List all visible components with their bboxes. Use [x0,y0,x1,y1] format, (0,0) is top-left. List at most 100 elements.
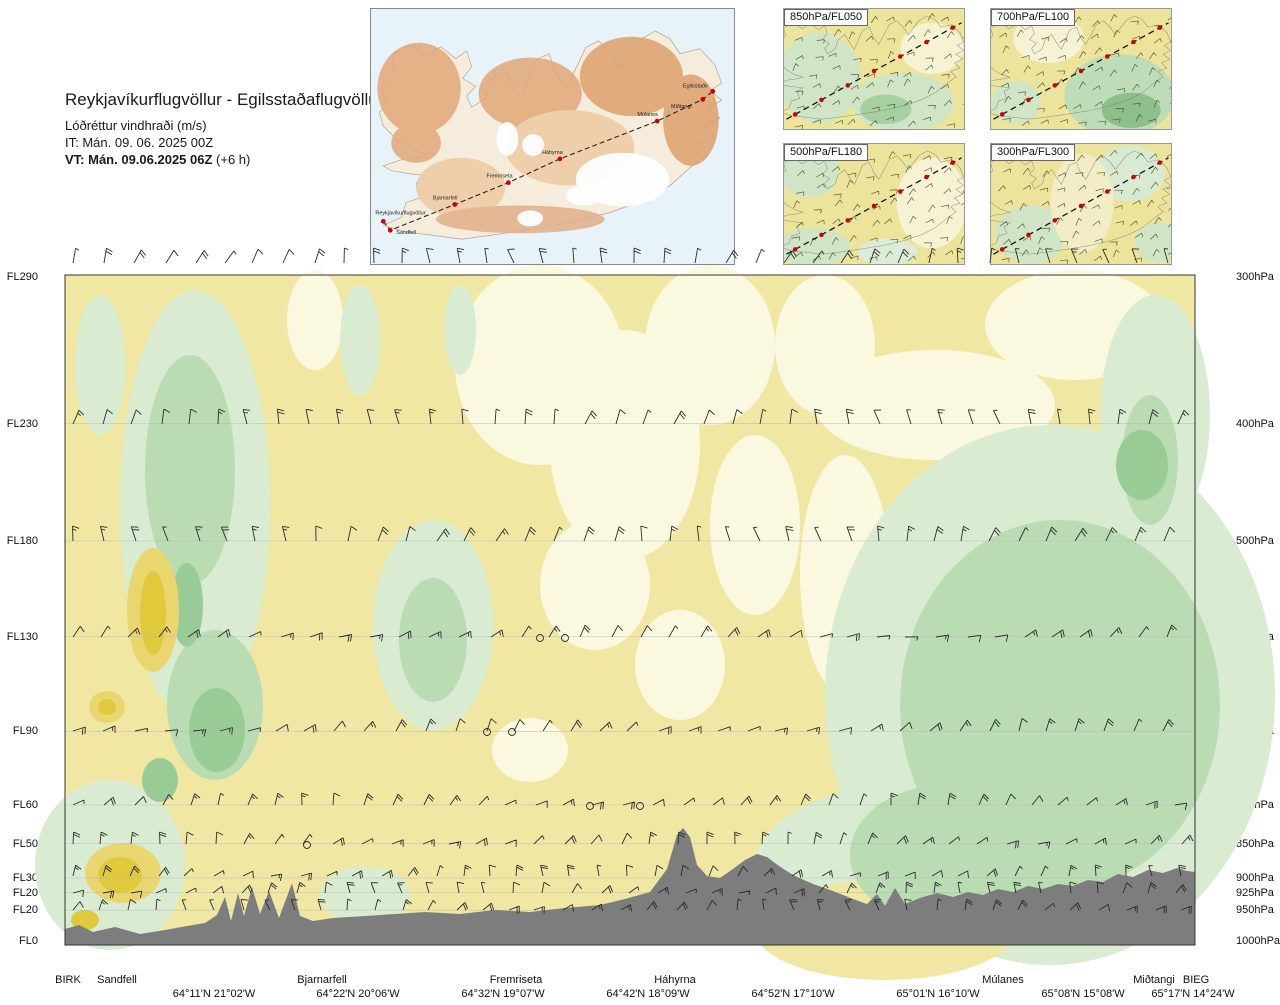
flight-level-label: FL130 [6,630,38,643]
panel-route-dot [950,160,956,165]
calm-wind-symbol [636,802,644,810]
panel-level-label: 300hPa/FL300 [991,144,1076,161]
panel-route-dot [1052,83,1057,88]
waypoint-dot [505,180,511,186]
panel-route-dot [792,247,798,252]
route-overview-map: Reykjavíkurflugvöllur Sandfell Bjarnarfell… [370,8,735,265]
pressure-level-panels: 850hPa/FL050 700hPa/FL100 500hPa/FL180 300h… [783,8,1172,265]
panel-coastline [784,15,964,120]
waypoint-dot [710,88,716,94]
flight-level-label: FL20 [12,904,38,917]
title-block: Reykjavíkurflugvöllur - Egilsstaðaflugvö… [65,90,395,168]
flight-level-label: FL50 [12,837,38,850]
pressure-level-label: 925hPa [1236,886,1274,899]
panel-coastline [991,150,1171,255]
panel-route-dot [819,97,824,103]
panel-route-dot [999,247,1005,252]
panel-route-dot [950,25,956,30]
parameter-subtitle: Lóðréttur vindhraði (m/s) [65,118,207,133]
waypoint-label: Sandfell [396,230,416,236]
coordinate-label: 64°42'N 18°09'W [606,988,690,1000]
coordinate-label: 64°22'N 20°06'W [316,988,400,1000]
bottom-axis: BIRK Sandfell Bjarnarfell Fremriseta Háhyrna… [0,972,1280,1005]
coordinate-label: 65°17'N 14°24'W [1151,988,1235,1000]
pressure-level-label: 950hPa [1236,904,1274,917]
panel-850hPa-FL050: 850hPa/FL050 [783,8,965,130]
wind-barbs [72,247,1194,915]
left-axis: FL290 FL230 FL180 FL130 FL90 FL60 FL50 FL30 FL20… [0,271,42,947]
panel-route-dot [1157,160,1163,165]
station-label: Fremriseta [489,974,543,986]
panel-level-label: 850hPa/FL050 [784,9,869,26]
pressure-level-label: 300hPa [1236,271,1274,284]
panel-route-dot [1078,68,1084,74]
pressure-level-label: 1000hPa [1236,934,1280,947]
panel-route-dot [1157,25,1163,30]
waypoint-label: Bjarnarfell [433,196,457,202]
panel-level-label: 700hPa/FL100 [991,9,1076,26]
coordinate-label: 65°01'N 16°10'W [896,988,980,1000]
calm-wind-symbol [586,802,594,810]
waypoint-label: Múlanes [637,112,658,118]
pressure-level-label: 900hPa [1236,872,1274,884]
valid-time-bold: VT: Mán. 09.06.2025 06Z [65,152,213,167]
pressure-level-label: 850hPa [1236,837,1274,850]
flight-level-label: FL90 [12,725,38,738]
panel-route-dot [1078,203,1084,209]
panel-route-dot [792,112,798,117]
calm-wind-symbol [508,728,516,736]
panel-500hPa-FL180: 500hPa/FL180 [783,143,965,265]
station-label: Sandfell [97,974,137,986]
panel-route-dot [1052,218,1057,223]
waypoint-dot [380,218,386,224]
terrain-profile [65,828,1195,945]
flight-level-label: FL30 [12,872,38,884]
calm-wind-symbol [483,728,491,736]
waypoint-dot [654,118,660,124]
panel-route-dot [924,39,929,45]
glaciers [496,122,670,227]
panel-route-dot [845,83,850,88]
panel-route-dot [1026,232,1031,238]
waypoint-dot [557,156,563,162]
cross-section-svg [35,247,1275,980]
page-title: Reykjavíkurflugvöllur - Egilsstaðaflugvö… [65,90,384,109]
valid-time-suffix: (+6 h) [212,152,251,167]
calm-wind-symbol [536,634,544,642]
panel-route-dot [999,112,1005,117]
station-label: BIEG [1182,974,1210,986]
flight-level-label: FL20 [12,886,38,899]
panel-route-dot [845,218,850,223]
calm-wind-symbol [303,841,311,849]
flight-level-label: FL0 [19,934,38,947]
iceland-map-svg: Reykjavíkurflugvöllur Sandfell Bjarnarfell… [371,9,734,264]
panel-route-dot [871,68,877,74]
panel-route-dot [898,54,903,59]
pressure-level-label: 400hPa [1236,417,1274,430]
cross-section-chart [35,247,1275,980]
valid-time: VT: Mán. 09.06.2025 06Z (+6 h) [65,151,395,168]
pressure-level-label: 500hPa [1236,534,1274,547]
waypoint-label: Miðtangi [671,103,692,110]
coordinate-label: 64°32'N 19°07'W [461,988,545,1000]
station-label: Bjarnarfell [297,974,347,986]
panel-coastline [991,15,1171,120]
panel-route-dot [819,232,824,238]
coordinate-label: 65°08'N 15°08'W [1041,988,1125,1000]
panel-coastline [784,150,964,255]
panel-route-dot [898,189,903,194]
coordinate-label: 64°11'N 21°02'W [172,988,256,1000]
waypoint-dot [700,96,706,102]
waypoint-label: Reykjavíkurflugvöllur [375,210,425,216]
station-label: Múlanes [982,974,1024,986]
waypoint-label: Egilsstaðir [683,82,708,89]
waypoint-dot [387,227,393,233]
panel-route-dot [1026,97,1031,103]
flight-level-label: FL180 [6,534,38,547]
station-label: Miðtangi [1133,974,1175,986]
panel-level-label: 500hPa/FL180 [784,144,869,161]
waypoint-dot [452,202,458,207]
station-label: Háhyrna [654,974,696,986]
waypoint-label: Háhyrna [542,150,564,156]
